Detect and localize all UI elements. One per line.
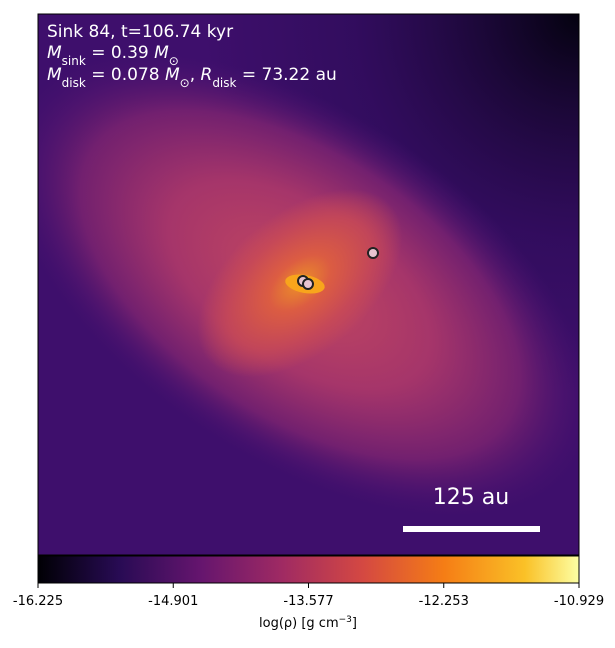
text-segment: disk	[212, 76, 236, 90]
text-segment: M	[47, 43, 62, 63]
tick-label: -14.901	[148, 594, 198, 609]
sink	[367, 247, 379, 259]
text-segment: ]	[352, 616, 357, 631]
tick-label: -12.253	[419, 594, 469, 609]
text-segment: ,	[190, 65, 201, 85]
colorbar-ticks: -16.225 -14.901 -13.577 -12.253 -10.929	[13, 583, 604, 609]
scale-label: 125 au	[433, 485, 509, 510]
text-segment: = 0.39	[86, 43, 154, 63]
text-segment: ⊙	[180, 76, 190, 90]
colorbar	[37, 555, 580, 584]
tick-label: -16.225	[13, 594, 63, 609]
text-segment: = 0.078	[86, 65, 165, 85]
text-segment: ⊙	[169, 54, 179, 68]
frame	[37, 13, 580, 556]
text-segment: −3	[339, 615, 352, 625]
text-segment: = 73.22 au	[236, 65, 336, 85]
annotation: Mdisk = 0.078 M⊙, Rdisk = 73.22 au	[47, 65, 337, 90]
colorbar-label: log(ρ) [g cm−3]	[259, 615, 357, 631]
text-segment: M	[154, 43, 169, 63]
text-segment: M	[165, 65, 180, 85]
annotation: Msink = 0.39 M⊙	[47, 43, 179, 68]
density-map	[38, 14, 579, 555]
scale-bar	[403, 526, 540, 532]
text-segment: R	[201, 65, 213, 85]
annotation: Sink 84, t=106.74 kyr	[47, 22, 233, 42]
sink	[302, 278, 314, 290]
tick-label: -10.929	[554, 594, 604, 609]
text-segment: M	[47, 65, 62, 85]
text-segment: sink	[62, 54, 86, 68]
text-segment: log(ρ) [g cm	[259, 616, 339, 631]
tick-label: -13.577	[283, 594, 333, 609]
text-segment: disk	[62, 76, 86, 90]
